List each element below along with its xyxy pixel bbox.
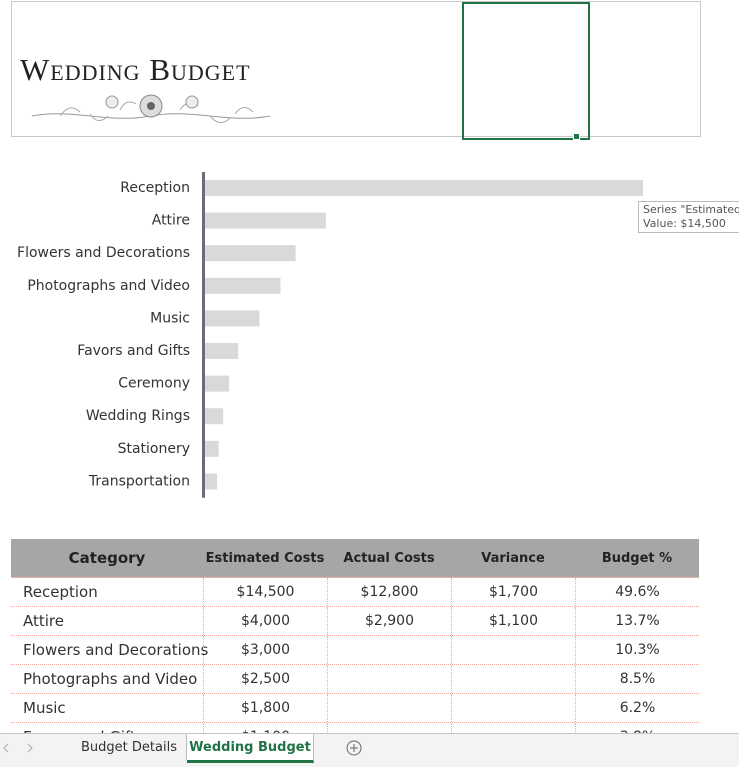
selected-cell[interactable] <box>462 2 590 140</box>
sheet-tab-bar: Budget Details Wedding Budget <box>0 733 739 767</box>
bar <box>205 277 281 294</box>
table-cell[interactable] <box>451 636 575 664</box>
bar <box>205 212 326 229</box>
sheet-tab[interactable]: Budget Details <box>72 734 187 760</box>
table-cell[interactable]: Reception <box>23 583 98 601</box>
table-cell[interactable]: Attire <box>23 612 64 630</box>
category-label: Wedding Rings <box>86 408 190 424</box>
table-cell[interactable] <box>327 665 451 693</box>
table-row: Music $1,800 6.2% <box>11 694 699 723</box>
table-cell[interactable] <box>451 665 575 693</box>
table-cell[interactable]: 13.7% <box>575 607 699 635</box>
title: Wedding Budget <box>20 52 251 87</box>
table-cell[interactable]: $14,500 <box>203 578 327 606</box>
table-cell[interactable]: $12,800 <box>327 578 451 606</box>
category-label: Stationery <box>118 441 190 457</box>
table-cell[interactable]: $1,700 <box>451 578 575 606</box>
tooltip: Series "Estimated CValue: $14,500 <box>638 201 739 233</box>
table-cell[interactable]: 10.3% <box>575 636 699 664</box>
table-row: Photographs and Video $2,500 8.5% <box>11 665 699 694</box>
category-label: Ceremony <box>118 376 190 392</box>
category-label: Photographs and Video <box>27 278 190 294</box>
table-cell[interactable] <box>327 694 451 722</box>
scroll-arrows[interactable] <box>0 740 40 756</box>
column-header: Budget % <box>601 550 673 566</box>
column-header: Actual Costs <box>343 550 435 566</box>
chart: Reception Attire Flowers and Decorations Ph… <box>17 172 643 498</box>
bar <box>205 408 224 425</box>
column-header: Variance <box>481 550 545 566</box>
table-cell[interactable]: $1,800 <box>203 694 327 722</box>
header-box: Wedding Budget <box>11 1 701 140</box>
category-label: Attire <box>152 213 190 229</box>
category-label: Favors and Gifts <box>77 343 190 359</box>
table-row: Attire $4,000 $2,900 $1,100 13.7% <box>11 607 699 636</box>
bar <box>205 473 218 490</box>
bar <box>205 245 296 262</box>
tooltip-line: Value: $14,500 <box>643 217 726 230</box>
table-cell[interactable] <box>327 636 451 664</box>
bar <box>205 440 219 457</box>
table-row: Reception $14,500 $12,800 $1,700 49.6% <box>11 578 699 607</box>
table-cell[interactable]: Flowers and Decorations <box>23 641 209 659</box>
table-cell[interactable]: $4,000 <box>203 607 327 635</box>
bar <box>205 375 230 392</box>
add-sheet[interactable] <box>345 739 363 757</box>
category-label: Transportation <box>88 473 190 489</box>
table-cell[interactable] <box>451 694 575 722</box>
tooltip-line: Series "Estimated C <box>643 203 739 216</box>
sheet-tab[interactable]: Wedding Budget <box>187 734 314 763</box>
category-label: Reception <box>120 180 190 196</box>
table-cell[interactable]: $2,900 <box>327 607 451 635</box>
budget-table: Category Estimated Costs Actual Costs Varia… <box>11 539 699 752</box>
category-label: Flowers and Decorations <box>17 245 190 261</box>
bar <box>205 343 239 359</box>
table-cell[interactable]: $2,500 <box>203 665 327 693</box>
column-header: Category <box>68 549 146 567</box>
table-cell[interactable]: 6.2% <box>575 694 699 722</box>
header-row: Category Estimated Costs Actual Costs Varia… <box>11 539 699 578</box>
bar <box>205 310 260 327</box>
fill-handle[interactable] <box>573 133 580 140</box>
table-cell[interactable]: Music <box>23 699 66 717</box>
table-row: Flowers and Decorations $3,000 10.3% <box>11 636 699 665</box>
table-cell[interactable]: 8.5% <box>575 665 699 693</box>
table-cell[interactable]: Photographs and Video <box>23 670 198 688</box>
table-cell[interactable]: $3,000 <box>203 636 327 664</box>
column-header: Estimated Costs <box>205 550 325 566</box>
table-cell[interactable]: $1,100 <box>451 607 575 635</box>
flourish <box>31 94 271 123</box>
category-label: Music <box>150 310 190 326</box>
bar <box>205 180 643 196</box>
table-cell[interactable]: 49.6% <box>575 578 699 606</box>
